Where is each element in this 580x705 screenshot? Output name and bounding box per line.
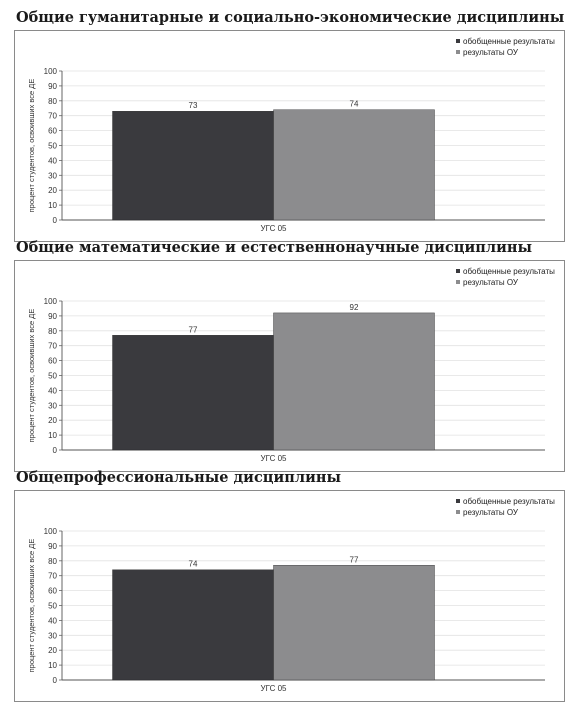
data-label: 92	[350, 303, 359, 312]
y-tick-label: 20	[48, 416, 57, 425]
y-tick-label: 100	[44, 527, 58, 536]
bar	[273, 109, 435, 221]
y-tick-label: 70	[48, 112, 57, 121]
y-axis-label: процент студентов, освоивших все ДЕ	[27, 309, 36, 443]
data-label: 77	[350, 555, 359, 564]
bar-chart: 0 10 20 30 40 50 60 70 80 90 100 процент студентов,…	[27, 497, 555, 693]
legend-label: результаты ОУ	[463, 278, 519, 287]
y-tick-label: 50	[48, 602, 57, 611]
y-tick-label: 40	[48, 386, 57, 395]
y-tick-label: 0	[53, 216, 58, 225]
y-tick-label: 80	[48, 557, 57, 566]
bar	[112, 335, 274, 451]
chart-frame: 0 10 20 30 40 50 60 70 80 90 100 процент студентов,…	[14, 30, 565, 242]
y-tick-label: 30	[48, 631, 57, 640]
y-tick-label: 90	[48, 82, 57, 91]
y-tick-label: 80	[48, 327, 57, 336]
y-tick-label: 50	[48, 372, 57, 381]
chart-frame: 0 10 20 30 40 50 60 70 80 90 100 процент студентов,…	[14, 490, 565, 702]
y-tick-label: 60	[48, 587, 57, 596]
y-tick-label: 100	[44, 297, 58, 306]
y-tick-label: 70	[48, 342, 57, 351]
legend-label: обобщенные результаты	[463, 497, 555, 506]
legend-swatch	[456, 50, 460, 54]
y-tick-label: 70	[48, 572, 57, 581]
data-label: 74	[350, 100, 359, 109]
x-tick-label: УГС 05	[261, 224, 288, 233]
data-label: 73	[189, 101, 198, 110]
legend-label: обобщенные результаты	[463, 37, 555, 46]
legend-swatch	[456, 510, 460, 514]
y-tick-label: 10	[48, 661, 57, 670]
y-axis-label: процент студентов, освоивших все ДЕ	[27, 539, 36, 673]
y-tick-label: 100	[44, 67, 58, 76]
y-tick-label: 20	[48, 186, 57, 195]
chart-frame: 0 10 20 30 40 50 60 70 80 90 100 процент студентов,…	[14, 260, 565, 472]
y-axis-label: процент студентов, освоивших все ДЕ	[27, 79, 36, 213]
y-tick-label: 40	[48, 156, 57, 165]
bar	[273, 312, 435, 451]
y-tick-label: 90	[48, 542, 57, 551]
bar	[273, 565, 435, 681]
legend-label: результаты ОУ	[463, 48, 519, 57]
y-tick-label: 90	[48, 312, 57, 321]
legend-swatch	[456, 39, 460, 43]
y-tick-label: 0	[53, 446, 58, 455]
legend-label: обобщенные результаты	[463, 267, 555, 276]
bar-chart: 0 10 20 30 40 50 60 70 80 90 100 процент студентов,…	[27, 37, 555, 233]
y-tick-label: 30	[48, 401, 57, 410]
bar-chart: 0 10 20 30 40 50 60 70 80 90 100 процент студентов,…	[27, 267, 555, 463]
y-tick-label: 60	[48, 357, 57, 366]
chart-title: Общепрофессиональные дисциплины	[16, 469, 341, 486]
y-tick-label: 0	[53, 676, 58, 685]
legend-swatch	[456, 280, 460, 284]
x-tick-label: УГС 05	[261, 454, 288, 463]
chart-title: Общие гуманитарные и социально-экономиче…	[16, 9, 565, 26]
bar	[112, 111, 274, 221]
y-tick-label: 80	[48, 97, 57, 106]
y-tick-label: 40	[48, 616, 57, 625]
x-tick-label: УГС 05	[261, 684, 288, 693]
chart-title: Общие математические и естественнонаучны…	[16, 239, 532, 256]
bar	[112, 569, 274, 681]
y-tick-label: 60	[48, 127, 57, 136]
data-label: 74	[189, 560, 198, 569]
legend-swatch	[456, 269, 460, 273]
y-tick-label: 50	[48, 142, 57, 151]
legend-label: результаты ОУ	[463, 508, 519, 517]
legend-swatch	[456, 499, 460, 503]
y-tick-label: 10	[48, 431, 57, 440]
y-tick-label: 20	[48, 646, 57, 655]
y-tick-label: 10	[48, 201, 57, 210]
data-label: 77	[189, 325, 198, 334]
y-tick-label: 30	[48, 171, 57, 180]
